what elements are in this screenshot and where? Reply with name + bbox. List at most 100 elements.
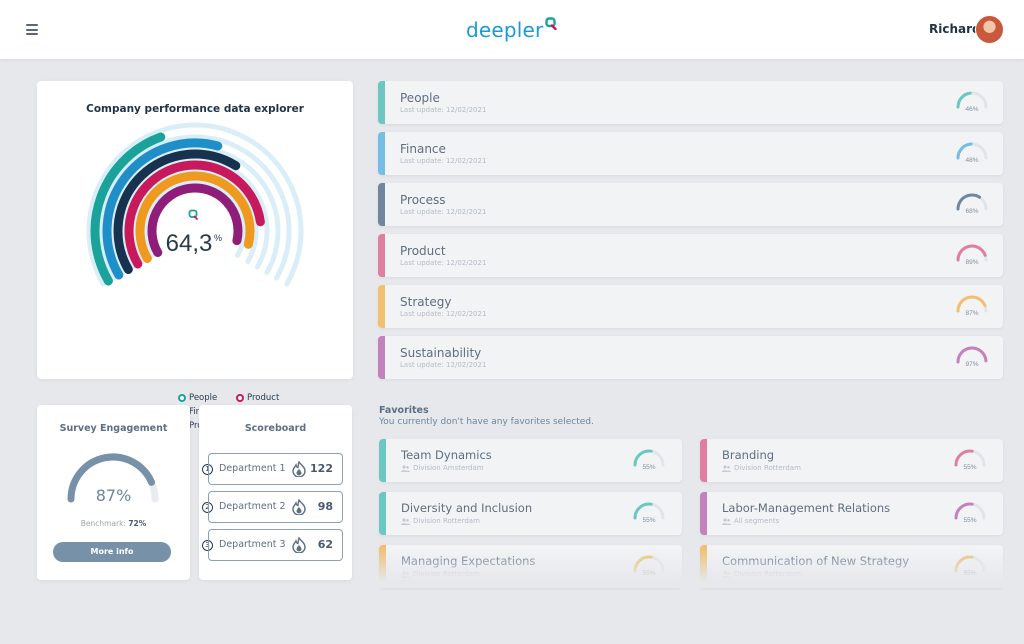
favorite-color-bar [379, 492, 386, 535]
category-last-update: Last update: 12/02/2021 [400, 310, 487, 318]
progress-ring: 55% [633, 502, 665, 524]
progress-ring: 46% [956, 91, 988, 113]
category-name: Finance [400, 142, 446, 156]
category-color-bar [378, 336, 385, 379]
category-name: Strategy [400, 295, 452, 309]
category-process[interactable]: Process Last update: 12/02/2021 68% [378, 183, 1003, 226]
category-name: Product [400, 244, 446, 258]
progress-ring: 89% [956, 244, 988, 266]
favorite-segment-label: Division Amsterdam [413, 464, 484, 472]
category-finance[interactable]: Finance Last update: 12/02/2021 48% [378, 132, 1003, 175]
deepler-logo[interactable]: deepler [466, 17, 558, 43]
favorite-segment: All segments [722, 517, 779, 525]
favorites-empty-message: You currently don't have any favorites s… [379, 417, 594, 427]
gauge-track [98, 134, 292, 281]
progress-percent: 87% [965, 310, 978, 317]
favorite-color-bar [379, 439, 386, 482]
top-bar: deepler Richard [0, 0, 1024, 59]
favorites-title: Favorites [379, 405, 429, 416]
rank-badge: 2 [202, 502, 213, 513]
hamburger-menu-icon[interactable] [26, 24, 38, 35]
category-strategy[interactable]: Strategy Last update: 12/02/2021 87% [378, 285, 1003, 328]
gauge-arc-finance [102, 138, 223, 280]
gauge-track [143, 179, 247, 258]
favorite-name: Diversity and Inclusion [401, 501, 533, 515]
progress-percent: 46% [965, 106, 978, 113]
favorite-name: Labor-Management Relations [722, 501, 891, 515]
category-last-update: Last update: 12/02/2021 [400, 208, 487, 216]
flame-icon [292, 499, 306, 515]
rank-badge: 1 [202, 464, 213, 475]
category-last-update: Last update: 12/02/2021 [400, 157, 487, 165]
favorite-segment-label: Division Rotterdam [734, 464, 801, 472]
progress-ring: 87% [956, 295, 988, 317]
gauge-arc-product [124, 160, 265, 269]
favorite-name: Team Dynamics [401, 448, 492, 462]
scoreboard-row[interactable]: Department 1 122 [208, 453, 343, 485]
favorite-segment-label: Division Rotterdam [413, 517, 480, 525]
favorite-name: Branding [722, 448, 775, 462]
survey-title: Survey Engagement [59, 423, 168, 434]
gauge-track [131, 167, 259, 264]
department-score: 62 [317, 538, 333, 551]
scoreboard-row[interactable]: Department 2 98 [208, 491, 343, 523]
gauge-track [109, 145, 281, 275]
progress-percent: 97% [965, 361, 978, 368]
logo-text: deepler [466, 18, 544, 42]
gauge-arc-process [113, 149, 241, 274]
scoreboard-row[interactable]: Department 3 62 [208, 529, 343, 561]
progress-percent: 55% [642, 464, 655, 471]
flame-icon [292, 537, 306, 553]
category-color-bar [378, 234, 385, 277]
department-score: 98 [317, 500, 333, 513]
user-name[interactable]: Richard [929, 22, 981, 36]
department-name: Department 3 [219, 539, 286, 550]
more-info-button[interactable]: More info [53, 542, 171, 562]
favorite-segment: Division Rotterdam [401, 517, 480, 525]
progress-ring: 48% [956, 142, 988, 164]
survey-engagement-card: Survey Engagement 87% Benchmark: 72% Mor… [37, 405, 190, 580]
category-sustainability[interactable]: Sustainability Last update: 12/02/2021 9… [378, 336, 1003, 379]
users-icon [722, 464, 731, 472]
category-last-update: Last update: 12/02/2021 [400, 106, 487, 114]
survey-gauge [67, 453, 159, 503]
progress-percent: 89% [965, 259, 978, 266]
legend-dot [236, 394, 244, 402]
gauge-track [86, 122, 304, 287]
gauge-q-icon [188, 209, 198, 220]
gauge-arc-sustainability [147, 183, 243, 257]
benchmark-label: Benchmark: [80, 519, 126, 528]
category-name: Process [400, 193, 446, 207]
survey-benchmark: Benchmark: 72% [37, 519, 190, 528]
bottom-fade-overlay [370, 548, 1024, 588]
department-name: Department 2 [219, 501, 286, 512]
favorite-item[interactable]: Labor-Management Relations All segments … [700, 492, 1003, 535]
legend-label: Product [247, 393, 280, 403]
explorer-title: Company performance data explorer [86, 103, 304, 115]
category-people[interactable]: People Last update: 12/02/2021 46% [378, 81, 1003, 124]
gauge-track [120, 156, 270, 270]
category-color-bar [378, 183, 385, 226]
favorite-item[interactable]: Diversity and Inclusion Division Rotterd… [379, 492, 682, 535]
progress-ring: 55% [633, 449, 665, 471]
department-score: 122 [310, 462, 333, 475]
performance-explorer-card: Company performance data explorer 64,3 %… [37, 81, 353, 431]
legend-item-product[interactable]: Product [236, 393, 316, 403]
favorite-segment: Division Amsterdam [401, 464, 484, 472]
progress-ring: 97% [956, 346, 988, 368]
progress-percent: 55% [963, 517, 976, 524]
favorite-item[interactable]: Branding Division Rotterdam 55% [700, 439, 1003, 482]
performance-gauge: 64,3 % [86, 122, 304, 287]
user-avatar[interactable] [975, 15, 1004, 44]
category-product[interactable]: Product Last update: 12/02/2021 89% [378, 234, 1003, 277]
legend-item-people[interactable]: People [178, 393, 236, 403]
users-icon [401, 464, 410, 472]
category-name: Sustainability [400, 346, 482, 360]
favorite-item[interactable]: Team Dynamics Division Amsterdam 55% [379, 439, 682, 482]
progress-percent: 48% [965, 157, 978, 164]
scoreboard-title: Scoreboard [244, 423, 307, 434]
gauge-arc-people [90, 132, 166, 286]
category-last-update: Last update: 12/02/2021 [400, 259, 487, 267]
favorite-color-bar [700, 439, 707, 482]
flame-icon [292, 461, 306, 477]
